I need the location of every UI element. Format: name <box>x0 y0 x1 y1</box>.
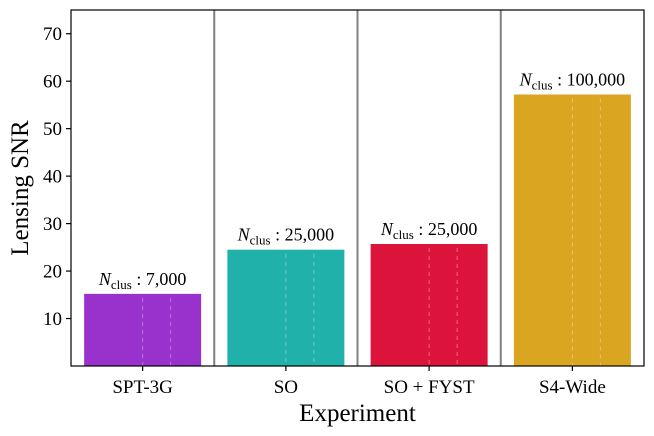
annotation-subscript: clus <box>532 77 553 92</box>
annotation-subscript: clus <box>250 233 271 248</box>
annotation-value: : 25,000 <box>271 225 335 245</box>
y-tick-label: 70 <box>43 24 62 45</box>
bar-annotation: Nclus : 7,000 <box>98 269 186 292</box>
axes: SPT-3G SO SO + FYST S4-Wide 10 20 30 40 50 60 70 <box>43 24 606 398</box>
y-axis-title: Lensing SNR <box>7 120 34 256</box>
plot-frame <box>70 9 645 367</box>
x-tick-label: SO <box>274 377 298 398</box>
annotation-symbol: N <box>98 269 112 289</box>
x-tick-label: S4-Wide <box>539 377 606 398</box>
bar-so-fyst <box>370 244 488 366</box>
annotation-value: : 25,000 <box>414 219 478 239</box>
y-tick-label: 10 <box>43 309 62 330</box>
bar-so <box>227 249 345 366</box>
x-axis-title: Experiment <box>299 400 416 427</box>
y-tick-label: 30 <box>43 214 62 235</box>
x-tick-label: SO + FYST <box>384 377 475 398</box>
bar-s4-wide <box>513 94 631 367</box>
annotation-symbol: N <box>237 225 251 245</box>
annotation-symbol: N <box>380 219 394 239</box>
x-tick-label: SPT-3G <box>112 377 173 398</box>
bar-annotation: Nclus : 25,000 <box>237 225 334 248</box>
annotation-subscript: clus <box>111 277 132 292</box>
y-tick-label: 40 <box>43 167 62 188</box>
annotation-symbol: N <box>519 69 533 89</box>
bar-annotation: Nclus : 100,000 <box>519 69 625 92</box>
bar-spt-3g <box>84 293 202 366</box>
y-tick-label: 20 <box>43 262 62 283</box>
annotation-value: : 7,000 <box>132 269 187 289</box>
y-tick-label: 50 <box>43 119 62 140</box>
bar-annotation: Nclus : 25,000 <box>380 219 477 242</box>
annotation-subscript: clus <box>393 227 414 242</box>
annotation-value: : 100,000 <box>553 69 626 89</box>
y-tick-label: 60 <box>43 72 62 93</box>
